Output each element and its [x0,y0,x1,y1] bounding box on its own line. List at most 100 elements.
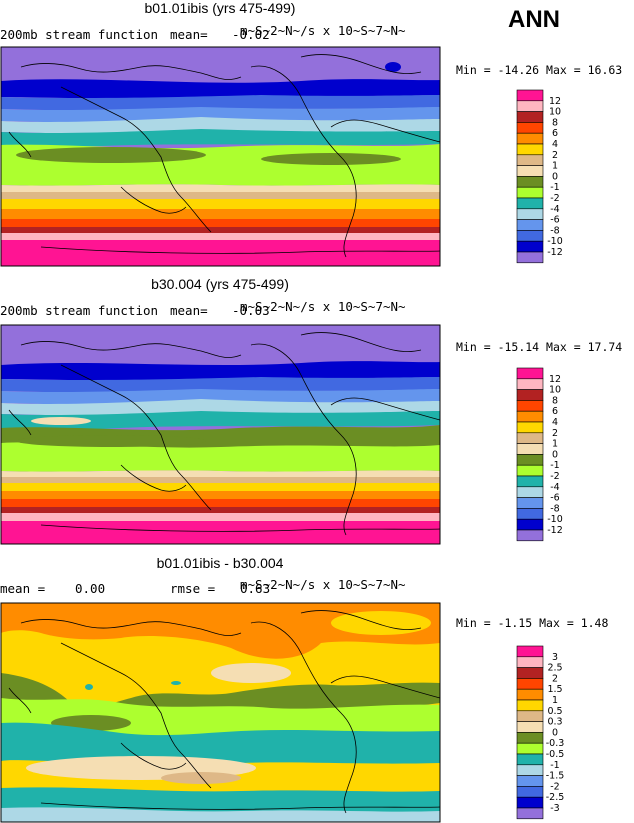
colorbar-label: -2 [550,193,559,204]
colorbar-box [516,721,544,733]
panel-2-max-label: Max = [546,340,581,354]
colorbar-label: 2.5 [547,663,562,674]
panel-1-field-label: 200mb stream function [0,27,159,42]
panel-1-map [0,46,441,267]
colorbar-box [516,432,544,444]
panel-1-title: b01.01ibis (yrs 475-499) [144,0,296,16]
colorbar-label: -1 [550,182,559,193]
colorbar-box [516,464,544,477]
colorbar-box [516,645,544,658]
panel-2-colorbar-boxes [516,367,544,542]
panel-3-rmse-value: 0.63 [240,581,271,596]
colorbar-box [516,443,544,455]
colorbar-box [516,208,544,220]
colorbar-label: 1 [552,439,558,450]
panel-3-title: b01.01ibis - b30.004 [156,555,284,571]
colorbar-label: 3 [552,652,558,663]
colorbar-label: 0 [552,449,558,460]
colorbar-label: 12 [549,374,561,385]
colorbar-box [516,154,544,166]
colorbar-box [516,111,544,123]
colorbar-label: -10 [547,236,563,247]
colorbar-label: -0.5 [546,749,565,760]
panel-2-units: m~S~2~N~/s x 10~S~7~N~ [240,299,406,314]
panel-2-min-value: -15.14 [497,340,540,354]
panel-1-mean-value: -0.02 [232,27,270,42]
colorbar-label: 2 [552,150,558,161]
colorbar-box [516,400,544,412]
panel-1-min-value: -14.26 [497,63,540,77]
panel-2-max-value: 17.74 [587,340,623,354]
colorbar-box [516,240,544,253]
colorbar-box [516,143,544,156]
colorbar-label: 0 [552,727,558,738]
colorbar-label: -12 [547,525,563,536]
colorbar-label: -0.3 [546,738,565,749]
colorbar-box [516,186,544,199]
colorbar-label: 1 [552,695,558,706]
colorbar-label: -6 [550,493,559,504]
colorbar-label: 4 [552,139,558,150]
colorbar-box [516,688,544,701]
colorbar-box [516,486,544,498]
colorbar-label: -8 [550,503,559,514]
panel-3-mean-label: mean = [0,581,46,596]
panel-1-max-label: Max = [546,63,581,77]
colorbar-box [516,122,544,134]
colorbar-box [516,410,544,423]
colorbar-box [516,656,544,668]
colorbar-label: 0 [552,171,558,182]
colorbar-label: 12 [549,96,561,107]
colorbar-box [516,497,544,509]
colorbar-box [516,753,544,766]
panel-3-colorbar-boxes [516,645,544,820]
colorbar-box [516,786,544,798]
colorbar-box [516,197,544,210]
colorbar-box [516,775,544,787]
panel-1-colorbar-boxes [516,89,544,264]
colorbar-box [516,367,544,380]
colorbar-box [516,230,544,242]
panel-2-mean-value: -0.03 [232,303,270,318]
colorbar-box [516,807,544,820]
panel-3-colorbar: 32.521.510.50.30-0.3-0.5-1-1.5-2-2.5-3 [516,645,565,820]
colorbar-label: -1.5 [546,771,565,782]
colorbar-box [516,132,544,145]
panel-1-mean-label: mean= [170,27,208,42]
panel-2-min-label: Min = [456,340,491,354]
colorbar-box [516,678,544,690]
colorbar-box [516,89,544,102]
colorbar-box [516,699,544,712]
colorbar-label: 4 [552,417,558,428]
colorbar-box [516,389,544,401]
colorbar-label: -2.5 [546,792,565,803]
colorbar-box [516,421,544,434]
panel-2-mean-label: mean= [170,303,208,318]
panel-3-max-label: Max = [539,616,574,630]
colorbar-box [516,100,544,112]
colorbar-box [516,219,544,231]
panel-3-mean-value: 0.00 [75,581,106,596]
colorbar-label: 6 [552,128,558,139]
colorbar-label: 8 [552,395,558,406]
colorbar-box [516,454,544,466]
colorbar-label: 2 [552,673,558,684]
colorbar-label: -12 [547,247,563,258]
colorbar-box [516,529,544,542]
colorbar-label: -2 [550,471,559,482]
panel-2-title: b30.004 (yrs 475-499) [151,276,289,292]
panel-3-map [0,602,441,823]
panel-3-colorbar-labels: 32.521.510.50.30-0.3-0.5-1-1.5-2-2.5-3 [546,652,565,814]
colorbar-label: 0.5 [547,706,562,717]
colorbar-box [516,764,544,776]
colorbar-label: 1 [552,161,558,172]
colorbar-label: -4 [550,482,559,493]
panel-3-min-label: Min = [456,616,491,630]
colorbar-label: 1.5 [547,684,562,695]
colorbar-label: 6 [552,406,558,417]
colorbar-label: -3 [550,803,559,814]
colorbar-box [516,732,544,744]
